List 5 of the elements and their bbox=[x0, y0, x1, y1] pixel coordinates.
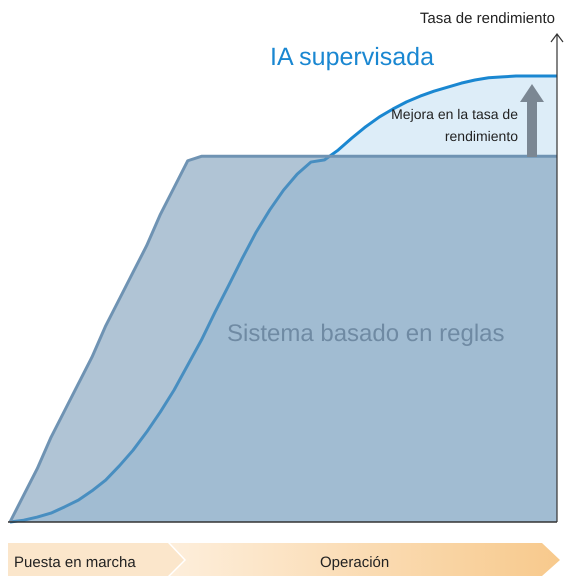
text: Operación bbox=[320, 554, 390, 571]
series-label: IA supervisada bbox=[270, 43, 434, 71]
y-axis-title: Tasa de rendimiento bbox=[420, 10, 555, 27]
annotation: Mejora en la tasa de rendimiento bbox=[390, 105, 518, 146]
text: Puesta en marcha bbox=[14, 554, 136, 571]
